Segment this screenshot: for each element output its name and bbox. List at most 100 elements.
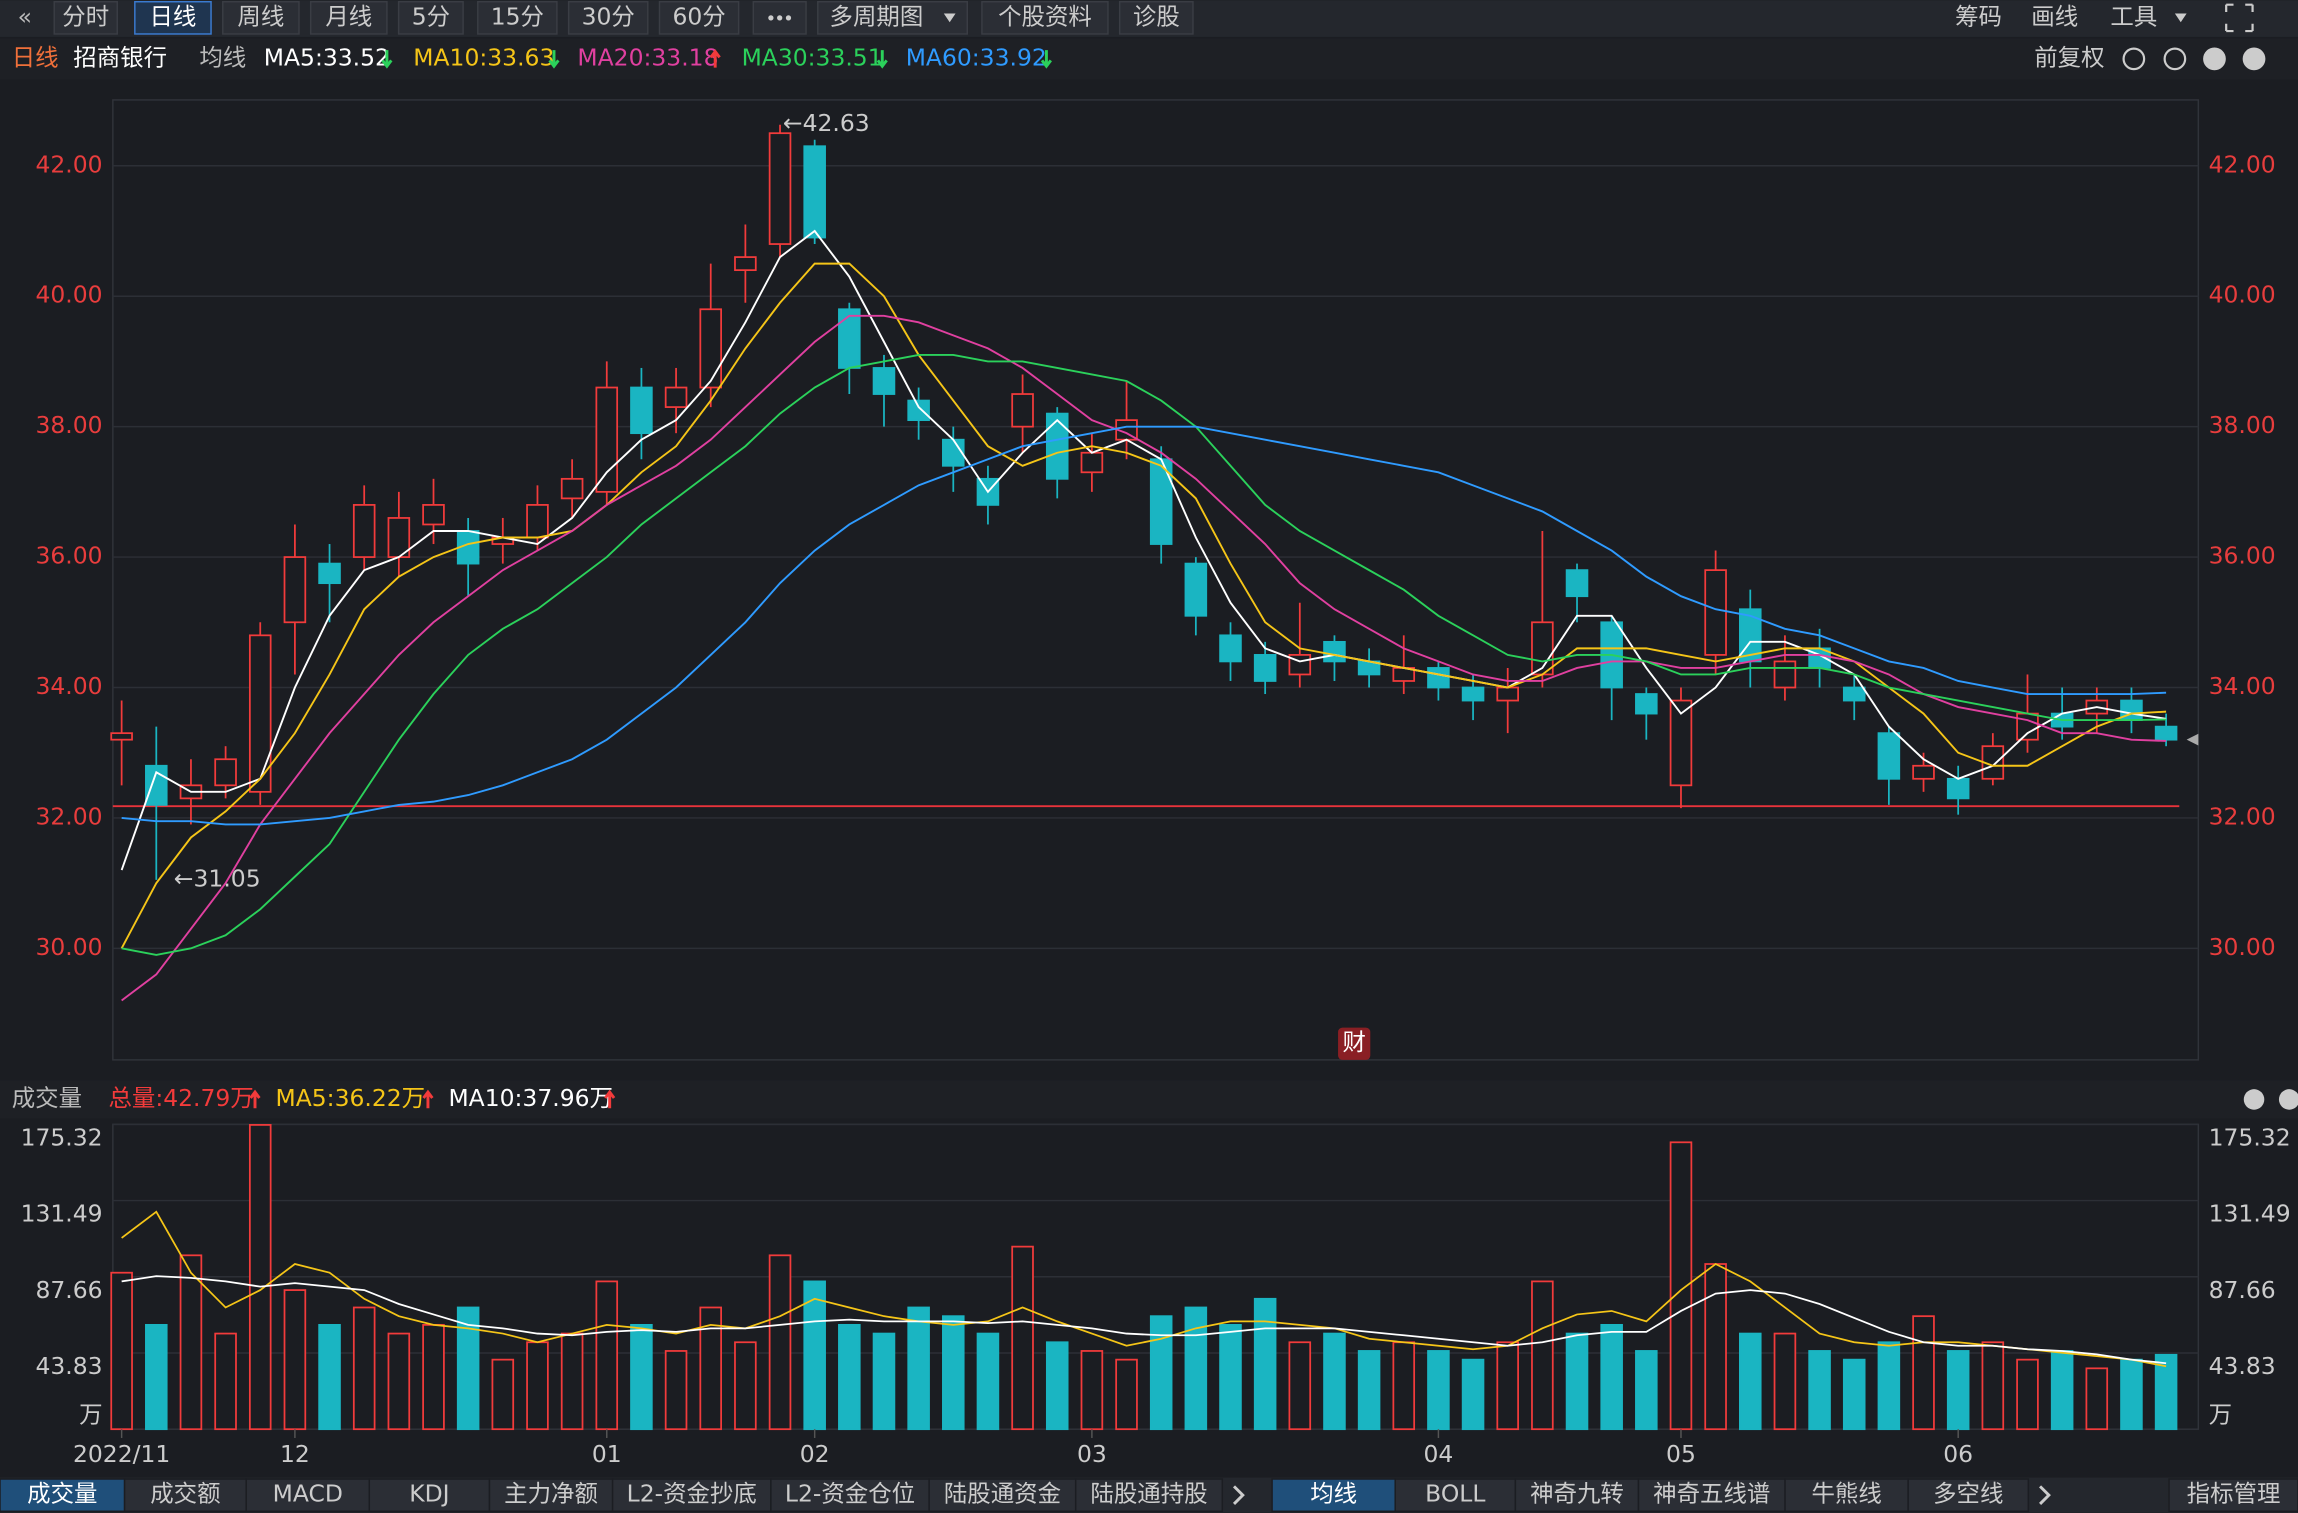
overlay-tab-label[interactable]: 神奇九转 bbox=[1530, 1480, 1624, 1508]
volume-bar bbox=[491, 1358, 515, 1431]
indicator-tab-label[interactable]: 成交额 bbox=[150, 1480, 220, 1508]
indicator-tab-label[interactable]: 陆股通资金 bbox=[944, 1480, 1061, 1508]
toolbar-right-label[interactable]: 工具 bbox=[2110, 2, 2157, 30]
ma-legend: MA30:33.51 bbox=[742, 43, 883, 71]
indicator-tab[interactable] bbox=[928, 1478, 1077, 1512]
toolbar-button[interactable] bbox=[817, 1, 969, 35]
toolbar-button[interactable] bbox=[397, 1, 464, 35]
toolbar-button[interactable] bbox=[222, 1, 300, 35]
overlay-tab-label[interactable]: 神奇五线谱 bbox=[1653, 1480, 1770, 1508]
fullscreen-icon[interactable] bbox=[2225, 3, 2254, 33]
more-dot bbox=[777, 15, 783, 21]
indicator-tab-label[interactable]: MACD bbox=[273, 1480, 343, 1508]
y2-tick-label: 38.00 bbox=[2209, 411, 2276, 439]
ma-legend: MA10:33.63 bbox=[413, 43, 554, 71]
volume-bar bbox=[2154, 1353, 2178, 1431]
overlay-tab[interactable] bbox=[2168, 1478, 2298, 1512]
volume-bar bbox=[1496, 1341, 1519, 1431]
close-icon[interactable] bbox=[2278, 1089, 2298, 1110]
volume-bar bbox=[838, 1323, 861, 1431]
toolbar-button[interactable] bbox=[981, 1, 1109, 35]
candle-body bbox=[942, 438, 965, 467]
overlay-tab[interactable] bbox=[1784, 1478, 1909, 1512]
overlay-tab[interactable] bbox=[1271, 1478, 1396, 1512]
header-icon[interactable] bbox=[2122, 47, 2146, 71]
toolbar-right-label[interactable]: 画线 bbox=[2031, 2, 2078, 30]
trend-arrow bbox=[604, 1089, 616, 1109]
overlay-tab[interactable] bbox=[1907, 1478, 2030, 1512]
toolbar-label[interactable]: 60分 bbox=[672, 2, 725, 30]
trend-arrow bbox=[548, 50, 560, 69]
header-icon[interactable] bbox=[2203, 47, 2226, 71]
toolbar-right-label[interactable]: 筹码 bbox=[1955, 2, 2002, 30]
indicator-tab[interactable] bbox=[1074, 1478, 1224, 1512]
indicator-tab[interactable] bbox=[0, 1478, 126, 1512]
volume-title: 成交量 bbox=[12, 1084, 82, 1112]
toolbar-label[interactable]: 15分 bbox=[491, 2, 544, 30]
overlay-tab-label[interactable]: 均线 bbox=[1310, 1480, 1357, 1508]
toolbar-label[interactable]: 个股资料 bbox=[998, 2, 1092, 30]
volume-bar bbox=[1808, 1350, 1831, 1431]
volume-bar bbox=[1773, 1332, 1797, 1431]
overlay-tab-label[interactable]: 指标管理 bbox=[2187, 1480, 2281, 1508]
overlay-tab-label[interactable]: 牛熊线 bbox=[1811, 1480, 1881, 1508]
indicator-tab-label[interactable]: 成交量 bbox=[27, 1480, 97, 1508]
indicator-tab[interactable] bbox=[245, 1478, 371, 1512]
y2-tick-label: 42.00 bbox=[2209, 150, 2276, 178]
indicator-tab[interactable] bbox=[123, 1478, 247, 1512]
candle-body bbox=[1877, 732, 1901, 780]
tab-scroll[interactable] bbox=[1232, 1485, 1245, 1505]
toolbar-label[interactable]: 分时 bbox=[62, 2, 109, 30]
close-icon[interactable] bbox=[2243, 1089, 2265, 1110]
indicator-tab-label[interactable]: L2-资金抄底 bbox=[627, 1480, 757, 1508]
toolbar-label[interactable]: 5分 bbox=[412, 2, 450, 30]
y-tick-label: 40.00 bbox=[35, 281, 102, 309]
volume-bar bbox=[1669, 1141, 1693, 1431]
indicator-tab[interactable] bbox=[770, 1478, 930, 1512]
toolbar-label[interactable]: 多周期图 bbox=[830, 2, 924, 30]
adjust-label[interactable]: 前复权 bbox=[2034, 43, 2104, 71]
candle-body bbox=[1946, 777, 1970, 800]
indicator-tab-label[interactable]: L2-资金仓位 bbox=[785, 1480, 915, 1508]
indicator-tab-label[interactable]: 主力净额 bbox=[504, 1480, 598, 1508]
header-icon[interactable] bbox=[2163, 47, 2187, 71]
toolbar-button[interactable] bbox=[658, 1, 740, 35]
volume-bar bbox=[1219, 1323, 1242, 1431]
volume-bar bbox=[1981, 1341, 2005, 1431]
toolbar-label[interactable]: 日线 bbox=[149, 2, 196, 30]
toolbar-button[interactable] bbox=[134, 1, 212, 35]
volume-bar bbox=[2085, 1367, 2109, 1431]
overlay-tab-label[interactable]: BOLL bbox=[1425, 1480, 1485, 1508]
toolbar-button[interactable] bbox=[53, 1, 118, 35]
more-dot bbox=[785, 15, 792, 21]
badge[interactable]: 财 bbox=[1342, 1028, 1365, 1056]
badge-bg[interactable] bbox=[1338, 1027, 1371, 1060]
overlay-tab-label[interactable]: 多空线 bbox=[1933, 1480, 2003, 1508]
header-icon[interactable] bbox=[2242, 47, 2266, 71]
toolbar-button[interactable] bbox=[477, 1, 558, 35]
tab-scroll[interactable] bbox=[2039, 1485, 2051, 1505]
ma-legend: MA20:33.18 bbox=[577, 43, 718, 71]
toolbar-label[interactable]: 诊股 bbox=[1133, 2, 1180, 30]
toolbar-label[interactable]: 周线 bbox=[237, 2, 284, 30]
indicator-tab-label[interactable]: KDJ bbox=[409, 1480, 449, 1508]
toolbar-button[interactable] bbox=[1118, 1, 1194, 35]
header-bg bbox=[0, 38, 2298, 80]
candle-body bbox=[1011, 393, 1034, 428]
toolbar-label[interactable]: 30分 bbox=[582, 2, 635, 30]
candle-body bbox=[2154, 725, 2178, 741]
volume-bar bbox=[664, 1350, 688, 1431]
indicator-tab[interactable] bbox=[488, 1478, 614, 1512]
indicator-tab-label[interactable]: 陆股通持股 bbox=[1090, 1480, 1207, 1508]
overlay-tab[interactable] bbox=[1514, 1478, 1640, 1512]
toolbar-button[interactable] bbox=[309, 1, 388, 35]
volume-bar bbox=[976, 1332, 1000, 1431]
candle-body bbox=[1323, 640, 1346, 663]
indicator-tab[interactable] bbox=[368, 1478, 491, 1512]
back-icon[interactable]: « bbox=[18, 2, 32, 30]
toolbar-label[interactable]: 月线 bbox=[325, 2, 372, 30]
toolbar-button[interactable] bbox=[567, 1, 649, 35]
volume-bar bbox=[2016, 1358, 2039, 1431]
volume-bar bbox=[422, 1323, 445, 1431]
